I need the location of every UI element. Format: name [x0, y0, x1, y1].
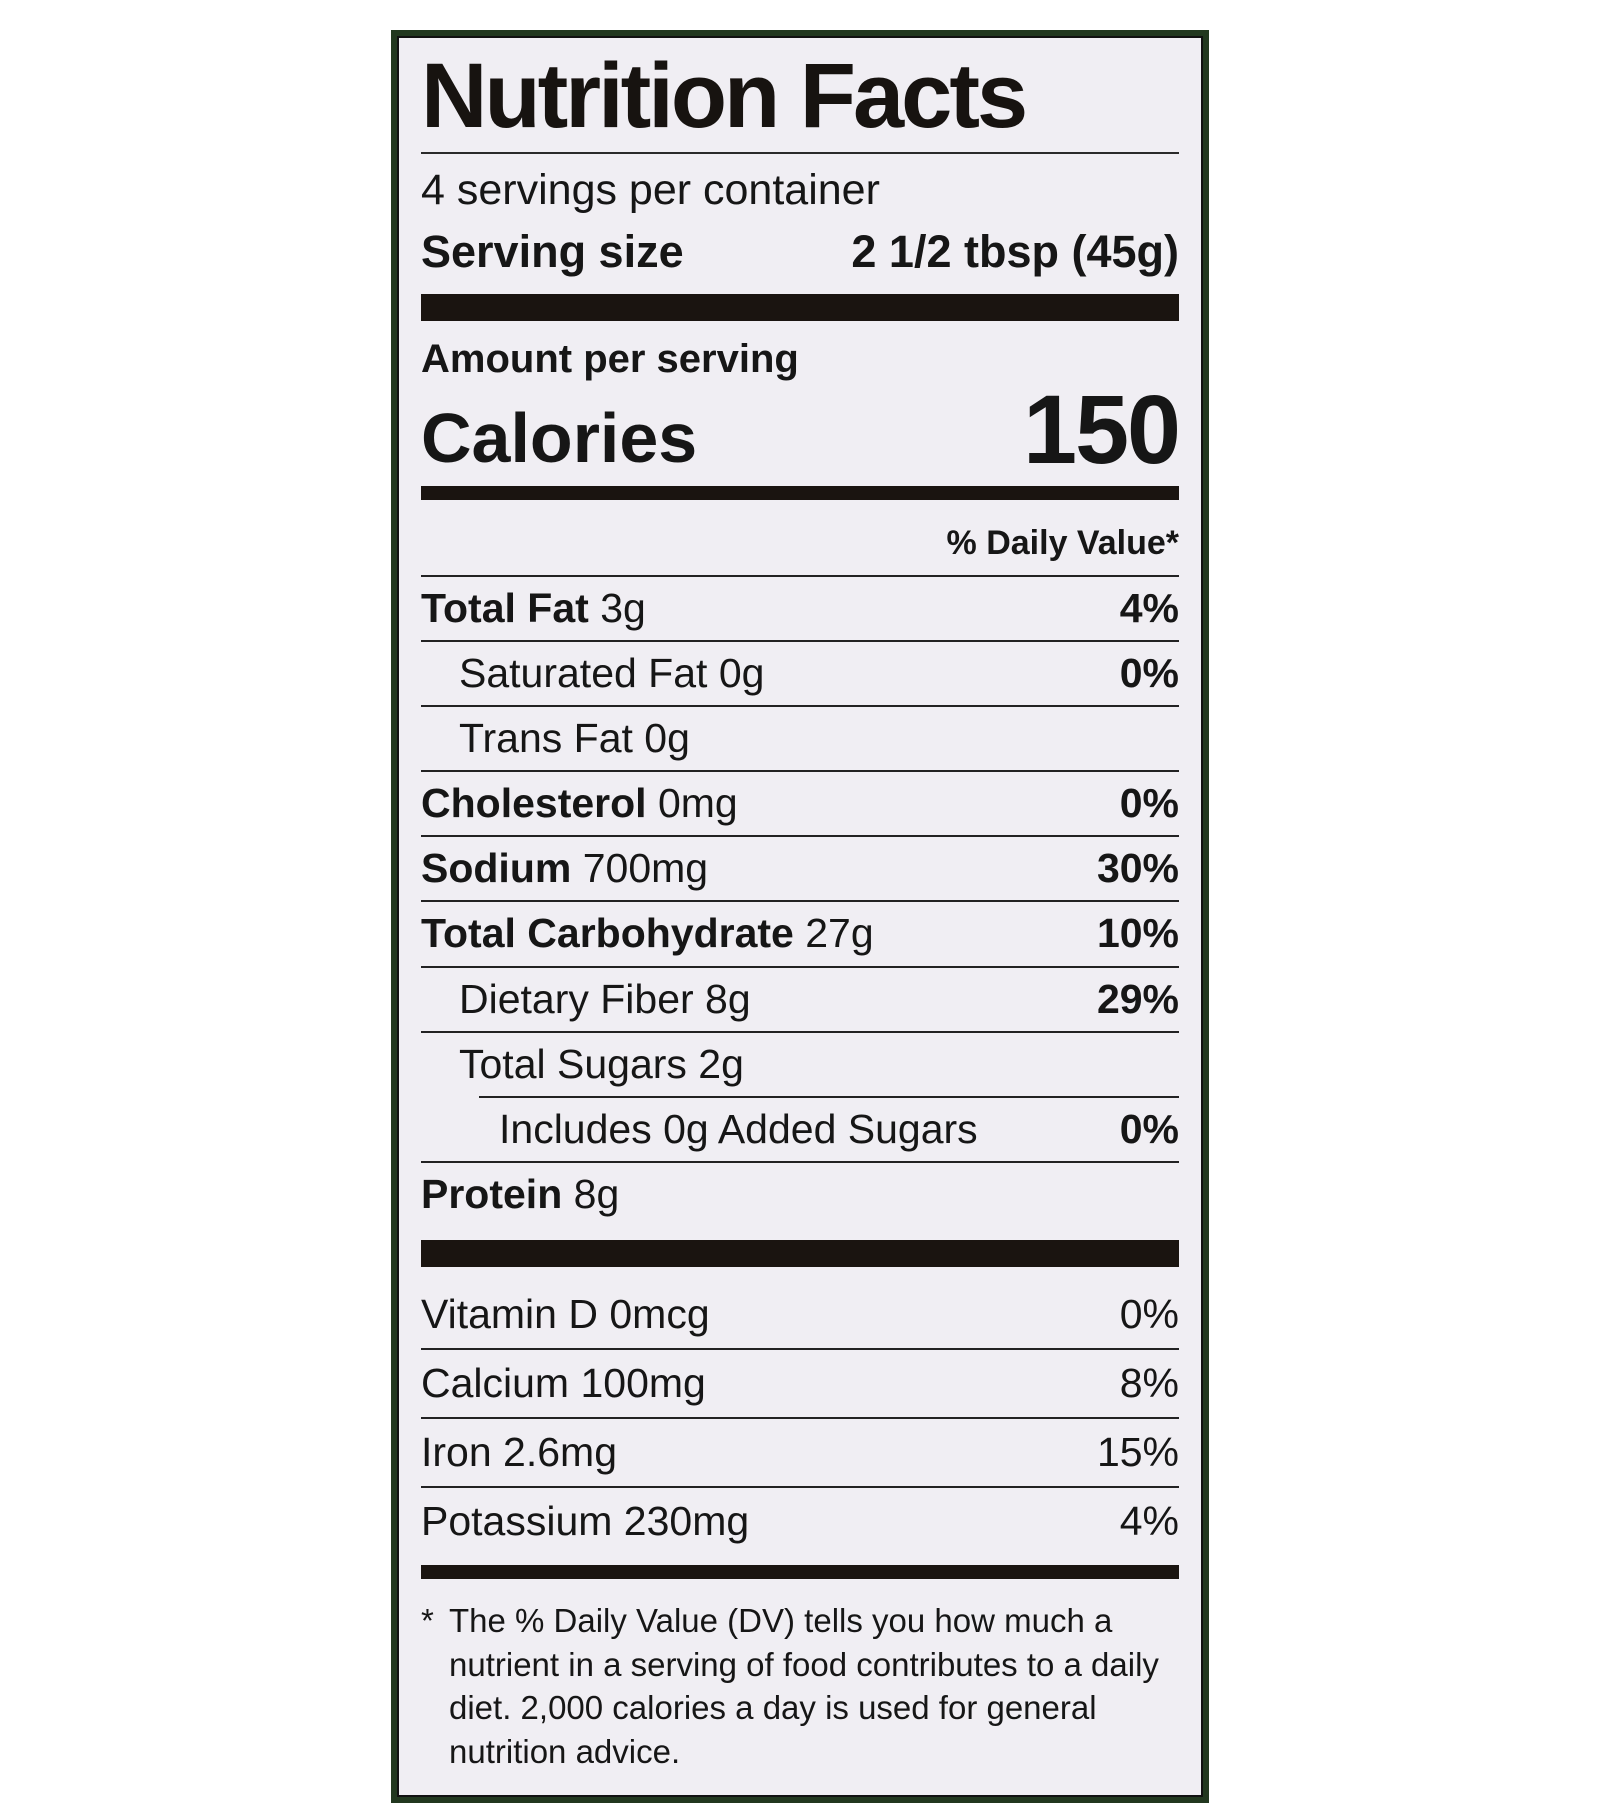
divider-thin: [421, 574, 1179, 577]
nutrient-name: Cholesterol: [421, 780, 647, 827]
nutrient-row-total-sugars: Total Sugars 2g: [421, 1033, 1179, 1096]
divider-thin: [421, 1030, 1179, 1033]
nutrition-facts-label: Nutrition Facts 4 servings per container…: [391, 30, 1209, 1803]
nutrient-name: Sodium: [421, 845, 572, 892]
serving-size-label: Serving size: [421, 225, 684, 277]
divider-thin: [421, 1160, 1179, 1163]
divider-thin: [421, 1417, 1179, 1420]
vitamin-dv: 4%: [1119, 1498, 1179, 1545]
nutrient-amount: 8g: [562, 1170, 620, 1217]
serving-size-row: Serving size 2 1/2 tbsp (45g): [421, 224, 1179, 280]
vitamin-row-vitamin-d: Vitamin D 0mcg 0%: [421, 1281, 1179, 1348]
vitamin-label: Potassium 230mg: [421, 1498, 750, 1545]
divider-medium: [421, 485, 1179, 500]
nutrient-amount: Saturated Fat 0g: [459, 650, 765, 697]
divider-thin: [421, 151, 1179, 154]
divider-thick: [421, 293, 1179, 321]
nutrient-row-trans-fat: Trans Fat 0g: [421, 707, 1179, 770]
label-title: Nutrition Facts: [421, 45, 1028, 147]
daily-value-header: % Daily Value*: [946, 523, 1179, 562]
nutrient-row-added-sugars: Includes 0g Added Sugars 0%: [421, 1098, 1179, 1161]
nutrient-amount: Includes 0g Added Sugars: [499, 1105, 978, 1152]
nutrient-dv: 29%: [1096, 975, 1179, 1022]
divider-thin: [421, 1348, 1179, 1350]
nutrient-amount: Dietary Fiber 8g: [459, 975, 751, 1022]
vitamin-row-potassium: Potassium 230mg 4%: [421, 1488, 1179, 1555]
calories-label: Calories: [421, 399, 698, 478]
nutrient-amount: 700mg: [571, 845, 709, 892]
divider-thin: [421, 900, 1179, 903]
nutrient-dv: 0%: [1119, 780, 1179, 827]
divider-thin: [421, 640, 1179, 643]
nutrient-row-sodium: Sodium 700mg 30%: [421, 837, 1179, 900]
calories-row: Calories 150: [421, 374, 1181, 484]
divider-thin: [421, 770, 1179, 773]
calories-value: 150: [1023, 374, 1181, 484]
nutrient-dv: 0%: [1119, 650, 1179, 697]
vitamin-label: Calcium 100mg: [421, 1360, 706, 1406]
divider-thin: [421, 835, 1179, 838]
nutrient-row-saturated-fat: Saturated Fat 0g 0%: [421, 642, 1179, 705]
footnote-text: The % Daily Value (DV) tells you how muc…: [449, 1602, 1159, 1770]
nutrient-name: Protein: [421, 1170, 563, 1217]
nutrient-name: Total Fat: [421, 584, 589, 631]
amount-per-serving-label: Amount per serving: [421, 336, 799, 381]
nutrient-amount: 0mg: [646, 780, 738, 827]
divider-thick: [421, 1239, 1179, 1267]
vitamin-row-iron: Iron 2.6mg 15%: [421, 1419, 1179, 1486]
vitamin-row-calcium: Calcium 100mg 8%: [421, 1350, 1179, 1417]
nutrient-amount: 3g: [588, 584, 646, 631]
nutrient-row-total-carbohydrate: Total Carbohydrate 27g 10%: [421, 902, 1179, 965]
nutrient-row-total-fat: Total Fat 3g 4%: [421, 577, 1179, 640]
vitamin-dv: 8%: [1119, 1360, 1179, 1406]
nutrient-dv: 4%: [1119, 584, 1179, 631]
servings-per-container: 4 servings per container: [421, 165, 880, 214]
nutrient-name: Total Carbohydrate: [421, 910, 794, 957]
nutrient-amount: 27g: [793, 910, 874, 957]
daily-value-footnote: * The % Daily Value (DV) tells you how m…: [421, 1589, 1161, 1773]
nutrient-dv: 10%: [1096, 910, 1179, 957]
vitamin-label: Vitamin D 0mcg: [421, 1290, 710, 1337]
divider-thin: [421, 705, 1179, 708]
nutrient-row-protein: Protein 8g: [421, 1163, 1179, 1226]
vitamin-dv: 0%: [1119, 1290, 1179, 1337]
nutrient-dv: 0%: [1119, 1105, 1179, 1152]
vitamin-label: Iron 2.6mg: [421, 1429, 617, 1476]
divider-thin: [421, 965, 1179, 968]
divider-thin: [421, 1486, 1179, 1489]
nutrient-amount: Trans Fat 0g: [459, 715, 690, 762]
divider-medium: [421, 1565, 1179, 1580]
footnote-asterisk: *: [421, 1602, 434, 1640]
nutrient-row-cholesterol: Cholesterol 0mg 0%: [421, 772, 1179, 835]
vitamin-dv: 15%: [1096, 1429, 1179, 1476]
nutrient-amount: Total Sugars 2g: [459, 1040, 744, 1087]
serving-size-value: 2 1/2 tbsp (45g): [851, 225, 1179, 277]
divider-thin-indented: [479, 1095, 1179, 1098]
nutrient-row-dietary-fiber: Dietary Fiber 8g 29%: [421, 968, 1179, 1031]
nutrient-dv: 30%: [1096, 845, 1179, 892]
